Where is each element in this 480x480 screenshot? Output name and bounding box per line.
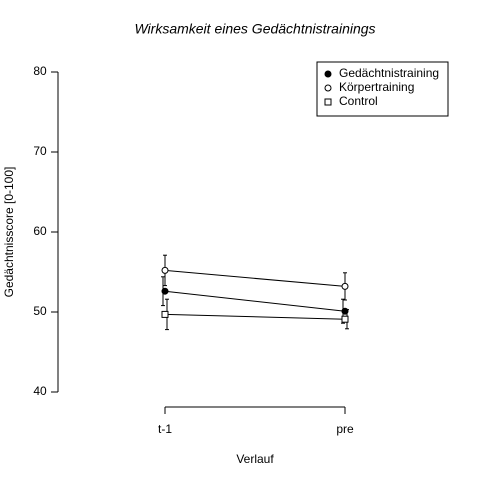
series-line [164,313,346,320]
y-tick-label: 50 [33,304,47,318]
point [161,310,169,318]
series-line [164,269,346,287]
point [341,282,349,290]
y-tick-label: 80 [33,64,47,78]
y-tick-label: 40 [33,384,47,398]
y-tick-label: 70 [33,144,47,158]
series-line [164,290,346,312]
y-tick-label: 60 [33,224,47,238]
point [161,266,169,274]
point [161,287,169,295]
chart-title: Wirksamkeit eines Gedächtnistrainings [134,21,375,37]
legend-symbol [324,84,332,92]
legend-label: Control [339,94,378,108]
legend-label: Gedächtnistraining [339,66,439,80]
x-tick-label: pre [336,422,354,436]
legend-symbol [324,98,332,106]
x-axis-label: Verlauf [236,452,274,466]
legend-box [316,61,449,117]
legend-label: Körpertraining [339,80,414,94]
y-axis-label: Gedächtnisscore [0-100] [2,167,16,298]
legend-symbol [324,70,332,78]
x-tick-label: t-1 [158,422,172,436]
point [341,315,349,323]
